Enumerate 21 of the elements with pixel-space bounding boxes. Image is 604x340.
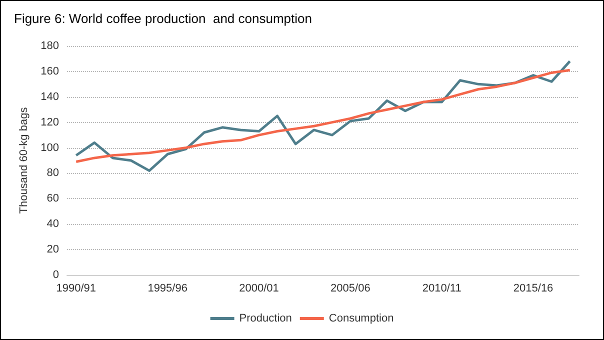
y-tick-label: 40	[46, 218, 59, 230]
y-tick-label: 180	[40, 40, 59, 52]
y-axis-title: Thousand 60-kg bags	[18, 106, 30, 214]
chart-title: Figure 6: World coffee production and consumption	[14, 11, 312, 26]
x-tick-label: 2010/11	[422, 282, 462, 294]
legend-label: Consumption	[328, 312, 394, 324]
x-tick-label: 1995/96	[148, 282, 188, 294]
x-tick-label: 2005/06	[330, 282, 370, 294]
line-series	[74, 68, 572, 164]
y-tick-label: 0	[52, 269, 59, 281]
y-tick-label: 80	[46, 167, 59, 180]
y-tick-label: 20	[46, 244, 59, 256]
y-tick-label: 60	[46, 192, 59, 205]
y-tick-label: 100	[40, 142, 59, 154]
x-tick-label: 1990/91	[56, 282, 96, 294]
y-tick-label: 160	[40, 65, 59, 78]
y-tick-label: 140	[40, 90, 59, 103]
x-tick-label: 2000/01	[239, 282, 279, 294]
x-tick-label: 2015/16	[513, 282, 554, 294]
y-tick-label: 120	[40, 116, 59, 128]
legend-label: Production	[239, 312, 292, 324]
